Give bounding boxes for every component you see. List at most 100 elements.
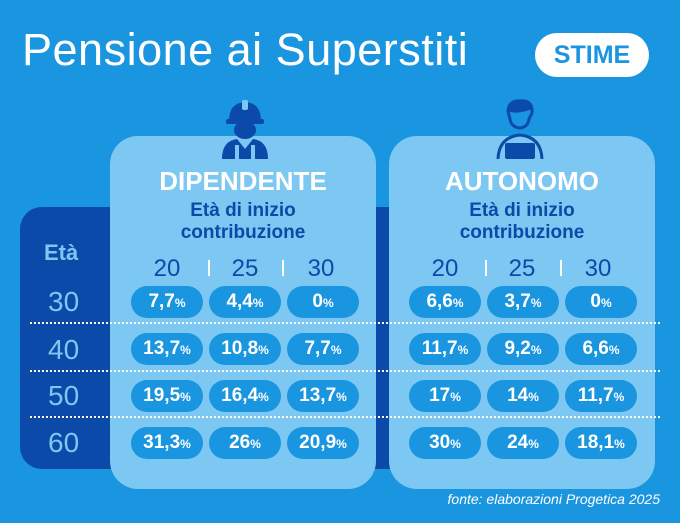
value-pill: 11,7%: [565, 380, 637, 412]
percent-sign: %: [174, 296, 186, 310]
column-header: 25: [231, 255, 259, 282]
value: 31,3: [143, 432, 181, 453]
value-pill: 11,7%: [409, 333, 481, 365]
column-separator: [208, 260, 210, 276]
value: 4,4: [226, 291, 253, 312]
value-pill: 6,6%: [565, 333, 637, 365]
value-pill: 7,7%: [131, 286, 203, 318]
percent-sign: %: [252, 296, 264, 310]
percent-sign: %: [258, 390, 269, 404]
percent-sign: %: [528, 390, 539, 404]
value-pill: 30%: [409, 427, 481, 459]
panel-subtitle-line1: Età di inizio: [469, 200, 575, 221]
age-value: 40: [48, 334, 80, 365]
column-header: 30: [307, 255, 335, 282]
panel-subtitle: Età di inizio contribuzione: [110, 200, 376, 244]
percent-sign: %: [608, 343, 620, 357]
value-pill: 20,9%: [287, 427, 359, 459]
value-pill: 14%: [487, 380, 559, 412]
value: 26: [229, 432, 251, 453]
estimates-badge: STIME: [535, 33, 649, 77]
percent-sign: %: [613, 390, 625, 404]
value: 11,7: [421, 338, 458, 359]
column-separator: [560, 260, 562, 276]
panel-title: DIPENDENTE: [159, 166, 327, 196]
percent-sign: %: [250, 437, 261, 451]
age-value: 60: [48, 427, 80, 458]
percent-sign: %: [450, 390, 461, 404]
percent-sign: %: [336, 437, 347, 451]
laptop-person-icon: [496, 99, 544, 159]
value: 6,6: [582, 338, 609, 359]
value: 17: [429, 385, 451, 406]
value: 18,1: [577, 432, 615, 453]
column-separator: [282, 260, 284, 276]
panel-subtitle-line1: Età di inizio: [190, 200, 296, 221]
percent-sign: %: [180, 437, 191, 451]
age-value: 30: [48, 286, 80, 317]
percent-sign: %: [528, 437, 539, 451]
value-pill: 24%: [487, 427, 559, 459]
value: 7,7: [304, 338, 331, 359]
value: 13,7: [299, 385, 337, 406]
percent-sign: %: [530, 343, 542, 357]
value-pill: 7,7%: [287, 333, 359, 365]
value-pill: 10,8%: [209, 333, 281, 365]
percent-sign: %: [457, 343, 469, 357]
value-pill: 19,5%: [131, 380, 203, 412]
column-header: 20: [431, 255, 459, 282]
value-pill: 18,1%: [565, 427, 637, 459]
value: 30: [429, 432, 451, 453]
value: 7,7: [148, 291, 175, 312]
value: 10,8: [221, 338, 259, 359]
page-title: Pensione ai Superstiti: [22, 24, 469, 75]
value-pill: 17%: [409, 380, 481, 412]
percent-sign: %: [258, 343, 269, 357]
value: 3,7: [504, 291, 531, 312]
percent-sign: %: [450, 437, 461, 451]
value: 0: [312, 291, 323, 312]
source-note: fonte: elaborazioni Progetica 2025: [447, 491, 660, 507]
value: 13,7: [143, 338, 181, 359]
value-pill: 0%: [565, 286, 637, 318]
panel-subtitle: Età di inizio contribuzione: [389, 200, 655, 244]
value: 11,7: [577, 385, 614, 406]
row-divider: [30, 416, 660, 418]
value-pill: 13,7%: [131, 333, 203, 365]
value-pill: 13,7%: [287, 380, 359, 412]
value: 14: [507, 385, 529, 406]
worker-helmet-icon: [222, 100, 268, 159]
value-pill: 4,4%: [209, 286, 281, 318]
value: 20,9: [299, 432, 337, 453]
percent-sign: %: [180, 343, 191, 357]
value-pill: 26%: [209, 427, 281, 459]
panel-subtitle-line2: contribuzione: [459, 222, 585, 243]
value: 24: [507, 432, 529, 453]
percent-sign: %: [600, 296, 612, 310]
row-divider: [30, 370, 660, 372]
panel-title: AUTONOMO: [444, 166, 600, 196]
value-pill: 6,6%: [409, 286, 481, 318]
percent-sign: %: [614, 437, 625, 451]
column-header: 20: [153, 255, 181, 282]
value: 0: [590, 291, 601, 312]
value-pill: 3,7%: [487, 286, 559, 318]
value-pill: 31,3%: [131, 427, 203, 459]
percent-sign: %: [322, 296, 334, 310]
value-pill: 9,2%: [487, 333, 559, 365]
age-label: Età: [44, 240, 79, 265]
value-pill: 0%: [287, 286, 359, 318]
percent-sign: %: [530, 296, 542, 310]
value: 19,5: [143, 385, 181, 406]
value: 9,2: [504, 338, 531, 359]
column-header: 25: [508, 255, 536, 282]
value: 6,6: [426, 291, 453, 312]
percent-sign: %: [330, 343, 342, 357]
row-divider: [30, 322, 660, 324]
percent-sign: %: [180, 390, 191, 404]
column-separator: [485, 260, 487, 276]
column-header: 30: [584, 255, 612, 282]
age-value: 50: [48, 380, 80, 411]
value: 16,4: [221, 385, 259, 406]
